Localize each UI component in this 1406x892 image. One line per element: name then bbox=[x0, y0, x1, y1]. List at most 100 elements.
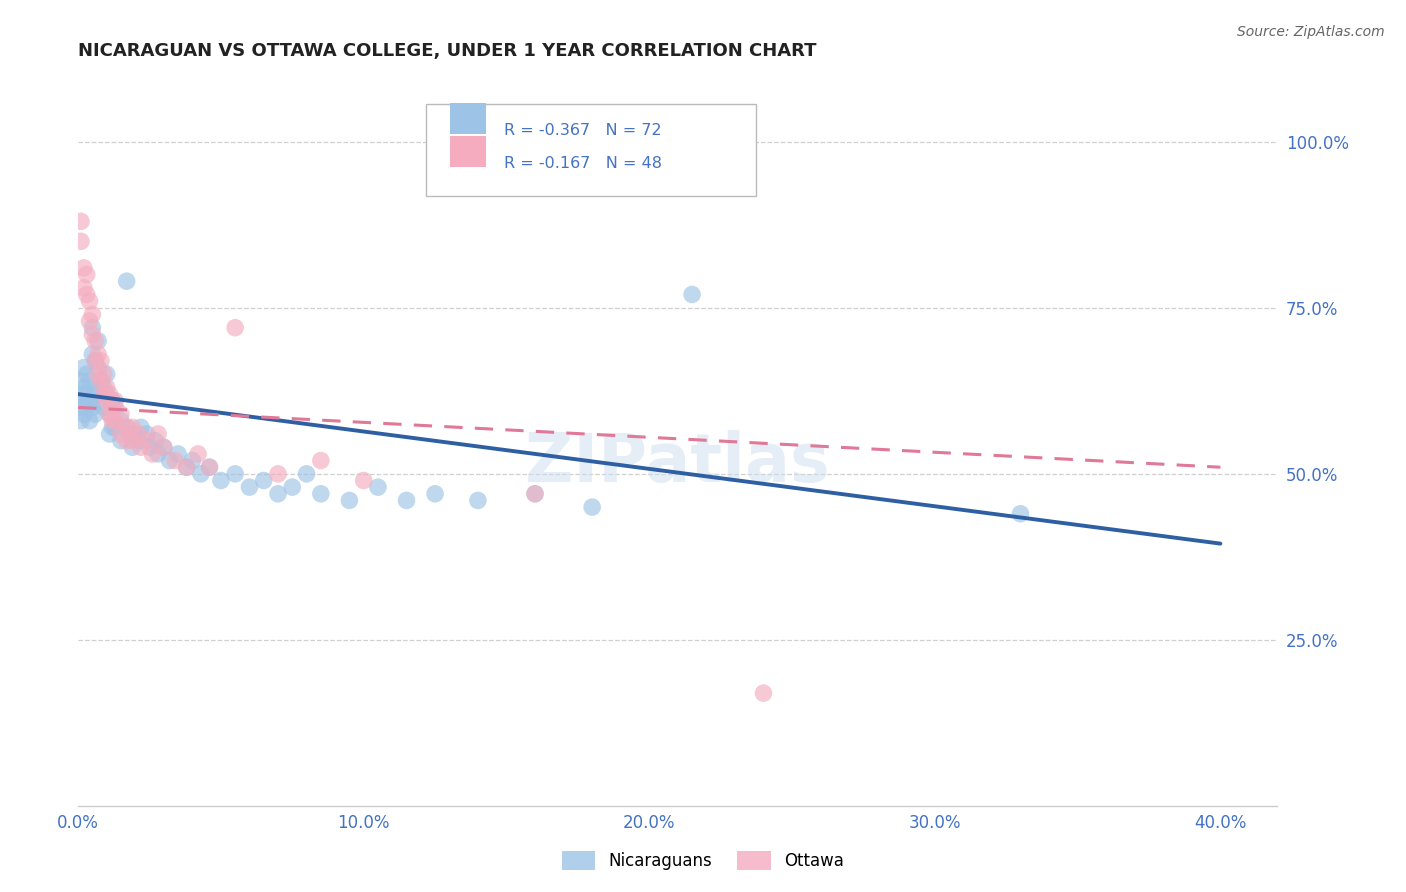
Text: NICARAGUAN VS OTTAWA COLLEGE, UNDER 1 YEAR CORRELATION CHART: NICARAGUAN VS OTTAWA COLLEGE, UNDER 1 YE… bbox=[79, 42, 817, 60]
Point bbox=[104, 414, 127, 428]
Point bbox=[110, 407, 132, 421]
Legend: Nicaraguans, Ottawa: Nicaraguans, Ottawa bbox=[555, 844, 851, 877]
Point bbox=[752, 686, 775, 700]
Point bbox=[73, 393, 96, 408]
Point bbox=[73, 360, 96, 375]
Point bbox=[110, 414, 132, 428]
Point bbox=[339, 493, 361, 508]
FancyBboxPatch shape bbox=[426, 104, 756, 196]
Point bbox=[73, 260, 96, 275]
Point bbox=[423, 487, 446, 501]
Point bbox=[681, 287, 703, 301]
Point bbox=[98, 387, 121, 401]
Point bbox=[127, 434, 149, 448]
Point bbox=[90, 393, 112, 408]
Point bbox=[76, 367, 98, 381]
Point bbox=[70, 214, 93, 228]
Point bbox=[87, 334, 110, 348]
Point bbox=[198, 460, 221, 475]
Point bbox=[84, 334, 107, 348]
Point bbox=[167, 447, 190, 461]
Point bbox=[135, 427, 157, 442]
Point bbox=[224, 467, 246, 481]
Point bbox=[82, 401, 104, 415]
Point bbox=[121, 420, 143, 434]
Point bbox=[115, 420, 138, 434]
Point bbox=[79, 294, 101, 309]
Point bbox=[76, 401, 98, 415]
Point bbox=[104, 420, 127, 434]
Point bbox=[159, 453, 181, 467]
Point bbox=[82, 307, 104, 321]
Text: Source: ZipAtlas.com: Source: ZipAtlas.com bbox=[1237, 25, 1385, 39]
Point bbox=[121, 434, 143, 448]
Text: R = -0.167   N = 48: R = -0.167 N = 48 bbox=[503, 155, 662, 170]
Point bbox=[524, 487, 547, 501]
Point bbox=[367, 480, 389, 494]
Point bbox=[115, 420, 138, 434]
Point bbox=[353, 474, 375, 488]
Point bbox=[93, 387, 115, 401]
Point bbox=[87, 387, 110, 401]
Point bbox=[524, 487, 547, 501]
Point bbox=[96, 393, 118, 408]
Point bbox=[121, 440, 143, 454]
Point bbox=[143, 434, 166, 448]
Point bbox=[98, 407, 121, 421]
Point bbox=[224, 320, 246, 334]
Point bbox=[87, 347, 110, 361]
Point bbox=[90, 374, 112, 388]
Point bbox=[198, 460, 221, 475]
Point bbox=[76, 268, 98, 282]
Point bbox=[165, 453, 187, 467]
Point bbox=[190, 467, 212, 481]
Point bbox=[581, 500, 603, 514]
Point bbox=[101, 401, 124, 415]
Point bbox=[82, 347, 104, 361]
Point bbox=[79, 393, 101, 408]
Point bbox=[73, 380, 96, 394]
Point bbox=[98, 427, 121, 442]
Point bbox=[70, 374, 93, 388]
Point bbox=[187, 447, 209, 461]
Point bbox=[76, 387, 98, 401]
Point bbox=[79, 374, 101, 388]
Point bbox=[84, 380, 107, 394]
Point bbox=[101, 414, 124, 428]
Point bbox=[90, 374, 112, 388]
Point bbox=[138, 440, 160, 454]
Point bbox=[93, 380, 115, 394]
Point bbox=[309, 487, 332, 501]
Point bbox=[115, 434, 138, 448]
Point bbox=[176, 460, 198, 475]
Point bbox=[76, 287, 98, 301]
Point bbox=[70, 235, 93, 249]
Point bbox=[129, 440, 152, 454]
Point bbox=[73, 407, 96, 421]
Point bbox=[146, 427, 169, 442]
Text: R = -0.367   N = 72: R = -0.367 N = 72 bbox=[503, 123, 661, 137]
Point bbox=[110, 427, 132, 442]
Point bbox=[98, 407, 121, 421]
Point bbox=[181, 453, 204, 467]
Point bbox=[238, 480, 260, 494]
Point bbox=[281, 480, 304, 494]
Point bbox=[152, 440, 174, 454]
Point bbox=[467, 493, 489, 508]
Point bbox=[70, 387, 93, 401]
Point bbox=[93, 367, 115, 381]
Point bbox=[70, 401, 93, 415]
Text: ZIPatlas: ZIPatlas bbox=[526, 430, 830, 496]
Point bbox=[146, 447, 169, 461]
Point bbox=[152, 440, 174, 454]
Point bbox=[87, 360, 110, 375]
FancyBboxPatch shape bbox=[450, 136, 486, 167]
Point bbox=[82, 327, 104, 342]
Point bbox=[209, 474, 232, 488]
Point bbox=[104, 401, 127, 415]
Point bbox=[90, 354, 112, 368]
Point bbox=[110, 434, 132, 448]
Point bbox=[129, 420, 152, 434]
Point bbox=[96, 380, 118, 394]
Point bbox=[70, 414, 93, 428]
